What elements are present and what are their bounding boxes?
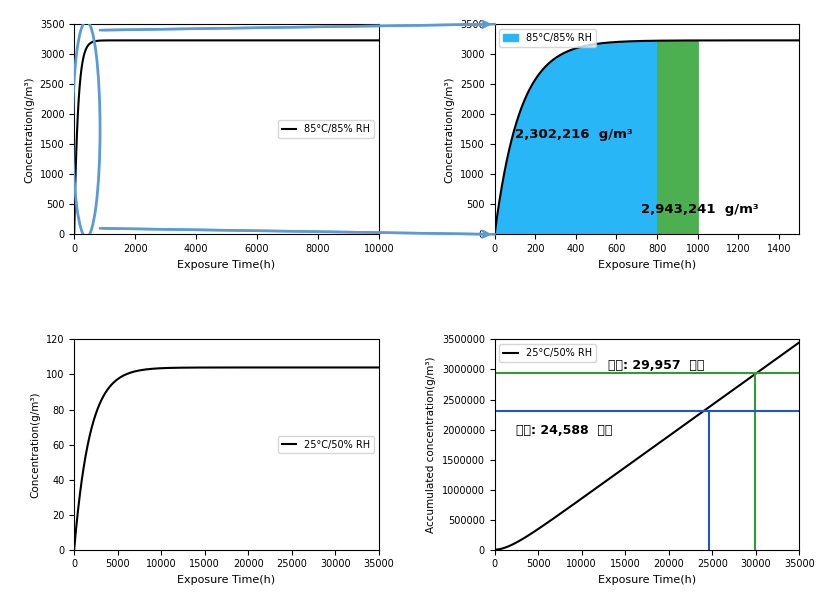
Legend: 85°C/85% RH: 85°C/85% RH [499,29,596,47]
Y-axis label: Accumulated concentration(g/m³): Accumulated concentration(g/m³) [426,356,436,533]
Legend: 25°C/50% RH: 25°C/50% RH [278,435,374,454]
X-axis label: Exposure Time(h): Exposure Time(h) [177,260,275,269]
Y-axis label: Concentration(g/m³): Concentration(g/m³) [24,76,34,182]
X-axis label: Exposure Time(h): Exposure Time(h) [598,260,696,269]
Y-axis label: Concentration(g/m³): Concentration(g/m³) [30,391,40,498]
Text: 수명: 24,588  시간: 수명: 24,588 시간 [517,424,613,437]
Text: 2,302,216  g/m³: 2,302,216 g/m³ [515,128,633,141]
Text: 수명: 29,957  시간: 수명: 29,957 시간 [608,359,705,372]
Text: 2,943,241  g/m³: 2,943,241 g/m³ [641,204,758,216]
X-axis label: Exposure Time(h): Exposure Time(h) [598,575,696,585]
Legend: 85°C/85% RH: 85°C/85% RH [278,120,374,138]
X-axis label: Exposure Time(h): Exposure Time(h) [177,575,275,585]
Y-axis label: Concentration(g/m³): Concentration(g/m³) [445,76,455,182]
Legend: 25°C/50% RH: 25°C/50% RH [499,344,596,362]
